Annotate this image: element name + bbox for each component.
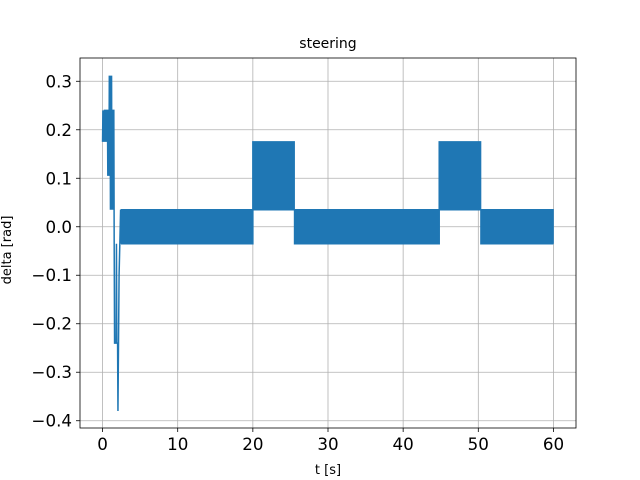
x-tick-label: 60 (543, 434, 564, 454)
x-tick-label: 30 (317, 434, 338, 454)
x-tick-label: 50 (468, 434, 489, 454)
x-tick-label: 40 (393, 434, 414, 454)
x-tick-label: 0 (97, 434, 108, 454)
tick-labels: 0 10 20 30 40 50 60 −0.4 −0.3 −0.2 −0.1 0.0 0.1 0.2 0.… (31, 71, 564, 454)
y-tick-label: 0.2 (45, 120, 72, 140)
y-axis-label: delta [rad] (0, 216, 15, 285)
y-tick-label: −0.3 (31, 362, 72, 382)
x-axis-label: t [s] (315, 463, 341, 478)
grid-lines (80, 58, 576, 428)
steering-series-line (101, 75, 554, 412)
x-tick-label: 20 (242, 434, 263, 454)
y-tick-label: −0.4 (31, 411, 72, 431)
tick-marks (76, 80, 554, 432)
chart-title: steering (299, 36, 356, 52)
y-tick-label: −0.2 (31, 314, 72, 334)
y-tick-label: 0.0 (45, 217, 72, 237)
x-tick-label: 10 (167, 434, 188, 454)
y-tick-label: −0.1 (31, 265, 72, 285)
y-tick-label: 0.1 (45, 168, 72, 188)
y-tick-label: 0.3 (45, 71, 72, 91)
data-series (101, 75, 554, 412)
